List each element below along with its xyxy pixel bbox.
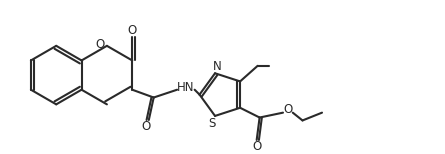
Text: N: N — [213, 60, 221, 73]
Text: O: O — [95, 38, 105, 51]
Text: O: O — [283, 103, 292, 116]
Text: HN: HN — [177, 81, 194, 94]
Text: O: O — [141, 120, 150, 133]
Text: S: S — [208, 117, 216, 130]
Text: O: O — [252, 140, 261, 153]
Text: O: O — [128, 24, 137, 37]
